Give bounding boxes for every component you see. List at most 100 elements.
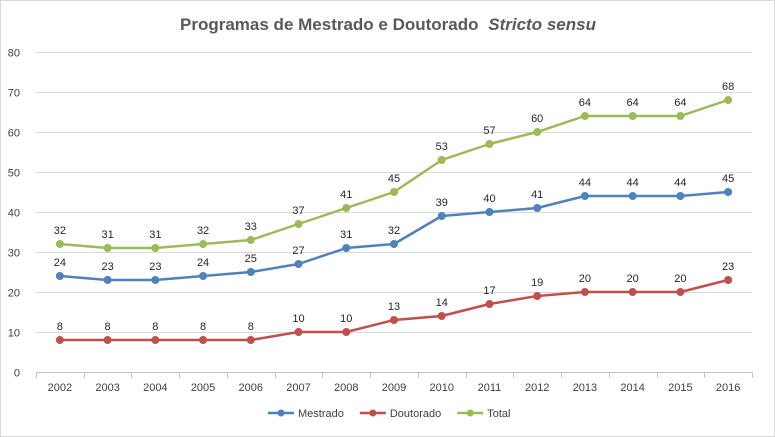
data-label-doutorado: 8	[248, 321, 254, 333]
data-point-total	[103, 244, 112, 252]
legend-item-total: Total	[457, 408, 510, 420]
legend-label-mestrado: Mestrado	[298, 408, 344, 420]
data-point-total	[246, 236, 255, 244]
data-point-doutorado	[294, 328, 303, 336]
data-label-mestrado: 40	[483, 193, 495, 205]
legend: Mestrado Doutorado Total	[268, 408, 510, 420]
x-tick-label: 2007	[286, 382, 310, 394]
data-point-doutorado	[103, 336, 112, 344]
data-point-total	[151, 244, 160, 252]
data-point-doutorado	[724, 276, 733, 284]
data-point-total	[294, 220, 303, 228]
x-tick-label: 2012	[525, 382, 549, 394]
data-label-doutorado: 20	[579, 273, 591, 285]
data-label-doutorado: 20	[674, 273, 686, 285]
data-point-total	[676, 112, 685, 120]
legend-label-doutorado: Doutorado	[390, 408, 441, 420]
data-point-mestrado	[390, 240, 398, 248]
legend-label-total: Total	[487, 408, 510, 420]
data-point-doutorado	[199, 336, 208, 344]
data-point-doutorado	[628, 288, 637, 296]
chart-title-italic: Stricto sensu	[488, 15, 596, 34]
data-label-doutorado: 19	[531, 277, 543, 289]
data-point-total	[55, 240, 64, 248]
data-label-doutorado: 23	[722, 261, 734, 273]
legend-marker-total	[466, 409, 474, 417]
data-label-mestrado: 41	[531, 189, 543, 201]
data-label-total: 53	[436, 141, 448, 153]
data-label-mestrado: 44	[627, 177, 639, 189]
data-point-doutorado	[246, 336, 255, 344]
data-label-total: 60	[531, 113, 543, 125]
data-label-doutorado: 8	[200, 321, 206, 333]
x-tick-label: 2013	[573, 382, 597, 394]
data-point-mestrado	[151, 276, 160, 284]
data-label-doutorado: 10	[340, 313, 352, 325]
data-label-mestrado: 32	[388, 225, 400, 237]
x-tick-label: 2004	[143, 382, 167, 394]
data-label-total: 45	[388, 173, 400, 185]
data-label-mestrado: 27	[292, 245, 304, 257]
data-point-total	[390, 188, 398, 196]
y-tick-label: 10	[8, 328, 20, 340]
data-label-mestrado: 23	[149, 261, 161, 273]
data-point-doutorado	[485, 300, 494, 308]
series-lines	[55, 96, 733, 344]
data-label-total: 33	[245, 221, 257, 233]
y-tick-label: 30	[8, 248, 20, 260]
data-label-total: 64	[627, 97, 639, 109]
data-point-mestrado	[246, 268, 255, 276]
data-point-mestrado	[724, 188, 733, 196]
data-point-doutorado	[342, 328, 351, 336]
data-label-total: 37	[292, 205, 304, 217]
data-point-mestrado	[103, 276, 112, 284]
x-tick-label: 2002	[48, 382, 72, 394]
data-label-mestrado: 24	[54, 257, 66, 269]
data-point-total	[580, 112, 589, 120]
data-label-total: 31	[149, 229, 161, 241]
data-label-doutorado: 17	[483, 285, 495, 297]
data-point-doutorado	[533, 292, 542, 300]
data-point-mestrado	[199, 272, 208, 280]
data-label-total: 64	[579, 97, 591, 109]
gridlines	[36, 52, 752, 333]
y-tick-label: 40	[8, 208, 20, 220]
legend-marker-doutorado	[369, 409, 377, 417]
data-label-doutorado: 8	[57, 321, 63, 333]
data-label-mestrado: 31	[340, 229, 352, 241]
data-point-total	[199, 240, 208, 248]
data-label-total: 64	[674, 97, 686, 109]
axes: 0 10 20 30 40 50 60 70 80 2002 2003 2004 2005 2006 200…	[8, 48, 753, 394]
y-tick-label: 80	[8, 48, 20, 60]
data-point-total	[437, 156, 446, 164]
x-tick-label: 2016	[716, 382, 740, 394]
x-tick-label: 2008	[334, 382, 358, 394]
data-point-total	[628, 112, 637, 120]
data-point-mestrado	[55, 272, 64, 280]
x-tick-label: 2010	[429, 382, 453, 394]
chart-title: Programas de Mestrado e Doutorado Strict…	[180, 15, 597, 34]
data-label-total: 31	[101, 229, 113, 241]
data-point-total	[485, 140, 494, 148]
data-point-mestrado	[342, 244, 351, 252]
x-tick-label: 2011	[478, 382, 502, 394]
x-tick-label: 2009	[382, 382, 406, 394]
data-point-doutorado	[151, 336, 160, 344]
data-point-doutorado	[55, 336, 64, 344]
x-tick-label: 2005	[191, 382, 215, 394]
data-label-doutorado: 10	[292, 313, 304, 325]
y-tick-label: 70	[8, 88, 20, 100]
data-label-mestrado: 23	[101, 261, 113, 273]
data-label-total: 32	[197, 225, 209, 237]
data-label-doutorado: 13	[388, 301, 400, 313]
y-tick-label: 0	[14, 368, 20, 380]
data-label-doutorado: 14	[436, 297, 448, 309]
data-point-total	[533, 128, 542, 136]
data-point-doutorado	[437, 312, 446, 320]
data-label-total: 68	[722, 81, 734, 93]
data-label-mestrado: 24	[197, 257, 209, 269]
data-point-doutorado	[676, 288, 685, 296]
data-point-mestrado	[485, 208, 494, 216]
